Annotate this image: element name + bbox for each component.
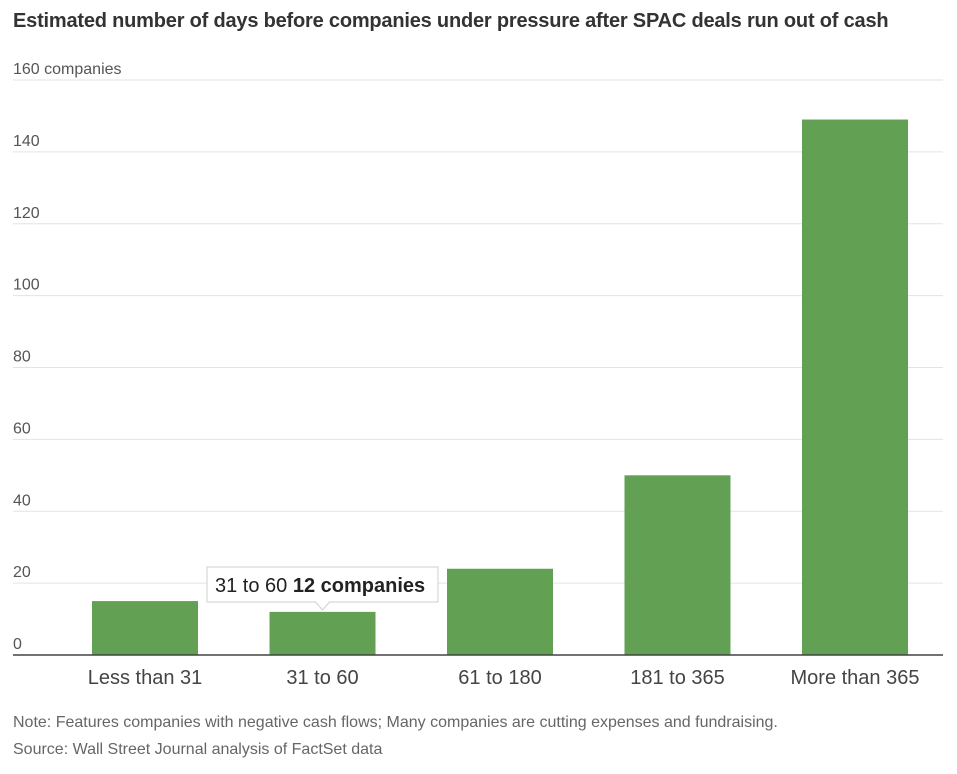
tooltip-value: 12 companies (293, 575, 425, 597)
y-tick-label: 100 (13, 277, 40, 294)
x-tick-label: 31 to 60 (286, 667, 358, 689)
y-tick-label: 160 companies (13, 61, 122, 78)
y-tick-label: 80 (13, 349, 31, 366)
note-text: Note: Features companies with negative c… (13, 714, 778, 731)
y-tick-label: 120 (13, 205, 40, 222)
tooltip-category: 31 to 60 (215, 575, 293, 597)
y-axis-ticks: 0 20 40 60 80 100 120 140 160 companies (13, 61, 122, 653)
x-tick-label: 181 to 365 (630, 667, 725, 689)
y-tick-label: 140 (13, 133, 40, 150)
bars (92, 119, 908, 655)
y-tick-label: 60 (13, 420, 31, 437)
bar-chart: 0 20 40 60 80 100 120 140 160 companies Less tha… (13, 61, 943, 689)
x-tick-label: Less than 31 (88, 667, 203, 689)
x-tick-label: More than 365 (791, 667, 920, 689)
tooltip: 31 to 60 12 companies (206, 566, 439, 611)
tooltip-box (206, 566, 439, 603)
bar (92, 601, 198, 655)
chart-title: Estimated number of days before companie… (13, 10, 889, 32)
source-text: Source: Wall Street Journal analysis of … (13, 741, 383, 758)
tooltip-text: 31 to 60 12 companies (215, 575, 425, 597)
y-tick-label: 0 (13, 636, 22, 653)
bar (802, 119, 908, 655)
bar (624, 475, 731, 655)
x-axis-labels: Less than 31 31 to 60 61 to 180 181 to 365 M… (88, 667, 920, 689)
y-tick-label: 40 (13, 492, 31, 509)
x-tick-label: 61 to 180 (458, 667, 541, 689)
y-tick-label: 20 (13, 564, 31, 581)
bar (269, 611, 376, 655)
footnote: Note: Features companies with negative c… (13, 709, 778, 763)
bar (447, 568, 553, 655)
tooltip-pointer (315, 601, 330, 611)
